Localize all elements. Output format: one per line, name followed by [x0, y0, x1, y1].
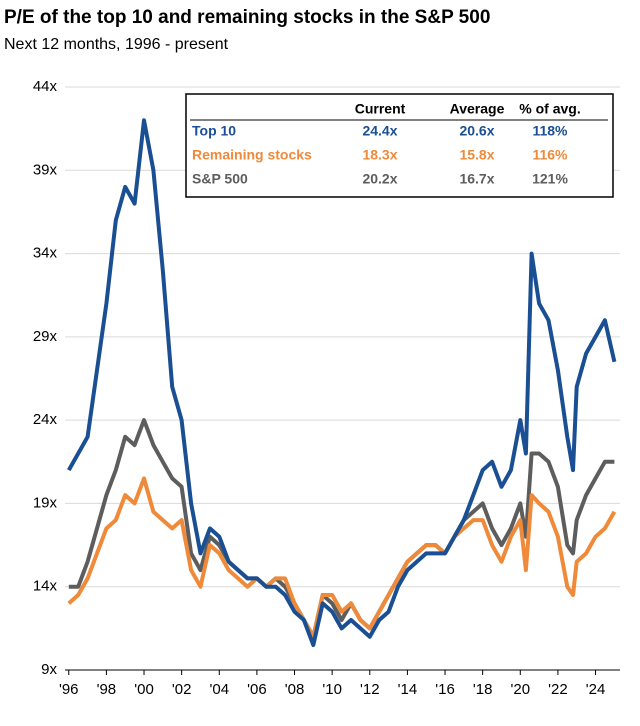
table-cell: 116% — [532, 147, 568, 163]
x-tick-label: '20 — [511, 681, 531, 698]
y-tick-label: 44x — [33, 78, 58, 95]
x-tick-label: '24 — [586, 681, 606, 698]
x-tick-label: '08 — [285, 681, 305, 698]
x-tick-label: '10 — [322, 681, 342, 698]
chart-subtitle: Next 12 months, 1996 - present — [4, 36, 229, 53]
x-tick-label: '04 — [209, 681, 229, 698]
x-tick-label: '00 — [134, 681, 154, 698]
line-series — [68, 418, 615, 639]
table-cell: 16.7x — [459, 171, 494, 187]
chart-title: P/E of the top 10 and remaining stocks i… — [4, 7, 490, 28]
y-tick-label: 19x — [33, 494, 58, 511]
table-cell: 24.4x — [362, 123, 397, 139]
x-tick-label: '12 — [360, 681, 380, 698]
x-tick-label: '02 — [172, 681, 192, 698]
y-tick-label: 34x — [33, 245, 58, 262]
table-cell: 121% — [532, 171, 568, 187]
table-cell: 18.3x — [362, 147, 397, 163]
x-tick-label: '14 — [398, 681, 418, 698]
table-cell: 20.6x — [459, 123, 494, 139]
table-cell: 118% — [532, 123, 568, 139]
x-tick-label: '22 — [548, 681, 568, 698]
table-row-label: Remaining stocks — [192, 147, 312, 163]
x-tick-label: '96 — [59, 681, 79, 698]
table-header: Average — [450, 101, 505, 117]
y-tick-label: 29x — [33, 328, 58, 345]
table-cell: 15.8x — [459, 147, 494, 163]
table-cell: 20.2x — [362, 171, 397, 187]
y-tick-label: 39x — [33, 161, 58, 178]
table-header: % of avg. — [519, 101, 580, 117]
line-series — [67, 118, 617, 647]
x-tick-label: '18 — [473, 681, 493, 698]
table-header: Current — [355, 101, 406, 117]
x-tick-label: '16 — [435, 681, 455, 698]
table-row-label: S&P 500 — [192, 171, 248, 187]
y-tick-label: 14x — [33, 578, 58, 595]
y-tick-label: 9x — [41, 661, 57, 678]
table-row-label: Top 10 — [192, 123, 236, 139]
table-box — [185, 93, 614, 198]
x-tick-label: '06 — [247, 681, 267, 698]
x-tick-label: '98 — [97, 681, 117, 698]
y-tick-label: 24x — [33, 411, 58, 428]
line-series — [67, 476, 617, 639]
